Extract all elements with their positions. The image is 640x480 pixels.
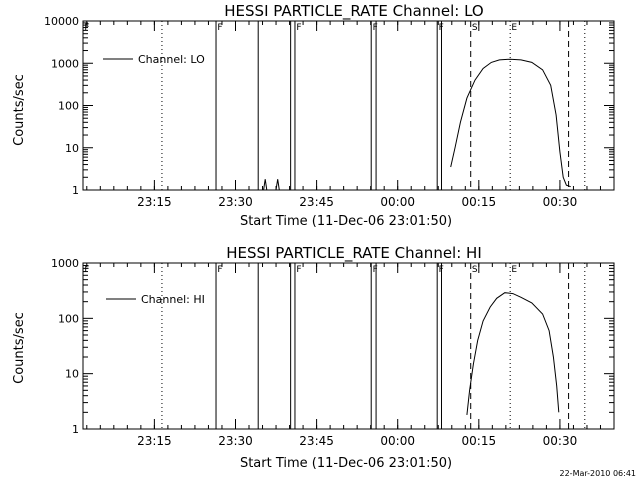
panel-lo: HESSI PARTICLE_RATE Channel: LO Start Ti…: [12, 2, 615, 229]
y-minor-ticks-hi: [83, 265, 614, 413]
series-spike-lo: [263, 179, 268, 191]
y-tick-label: 1000: [51, 57, 79, 70]
series-line-lo: [450, 58, 571, 188]
event-marker-label: F: [84, 23, 89, 33]
title-hi: HESSI PARTICLE_RATE Channel: HI: [226, 244, 482, 263]
event-marker-label: F: [373, 265, 378, 275]
event-marker-label: F: [296, 265, 301, 275]
x-axis-label-hi: Start Time (11-Dec-06 23:01:50): [240, 456, 452, 471]
x-tick-label: 23:15: [137, 195, 172, 209]
x-tick-label: 23:15: [137, 434, 172, 448]
panel-hi: HESSI PARTICLE_RATE Channel: HI Start Ti…: [12, 244, 615, 471]
y-tick-label: 1: [72, 423, 79, 436]
series-spike-lo: [275, 179, 280, 191]
x-tick-label: 00:00: [380, 434, 415, 448]
legend-label-lo: Channel: LO: [138, 53, 205, 66]
series-line-hi: [466, 292, 560, 415]
y-tick-label: 100: [58, 100, 79, 113]
x-tick-label: 00:30: [543, 434, 578, 448]
title-lo: HESSI PARTICLE_RATE Channel: LO: [224, 2, 483, 21]
event-marker-label: F: [217, 23, 222, 33]
y-tick-label: 10: [65, 142, 79, 155]
y-tick-label: 1000: [51, 257, 79, 270]
x-tick-label: 00:15: [462, 195, 497, 209]
y-tick-label: 1: [72, 184, 79, 197]
x-tick-label: 00:15: [462, 434, 497, 448]
event-marker-label: S: [472, 23, 478, 33]
event-marker-label: E: [511, 265, 517, 275]
event-marker-label: F: [373, 23, 378, 33]
x-axis-label-lo: Start Time (11-Dec-06 23:01:50): [240, 214, 452, 229]
y-axis-label-lo: Counts/sec: [12, 74, 27, 146]
y-tick-label: 100: [58, 312, 79, 325]
y-tick-label: 10: [65, 368, 79, 381]
x-tick-label: 23:30: [218, 434, 253, 448]
y-axis-label-hi: Counts/sec: [12, 312, 27, 384]
event-marker-label: F: [217, 265, 222, 275]
event-marker-label: S: [472, 265, 478, 275]
x-tick-label: 23:45: [299, 195, 334, 209]
y-minor-ticks-lo: [83, 22, 614, 178]
x-tick-label: 23:30: [218, 195, 253, 209]
event-marker-label: F: [84, 265, 89, 275]
x-tick-label: 23:45: [299, 434, 334, 448]
x-tick-label: 00:00: [380, 195, 415, 209]
y-tick-label: 10000: [44, 15, 79, 28]
event-marker-label: E: [511, 23, 517, 33]
event-marker-label: F: [296, 23, 301, 33]
footer-timestamp: 22-Mar-2010 06:41: [560, 469, 637, 478]
x-tick-label: 00:30: [543, 195, 578, 209]
legend-label-hi: Channel: HI: [141, 293, 205, 306]
